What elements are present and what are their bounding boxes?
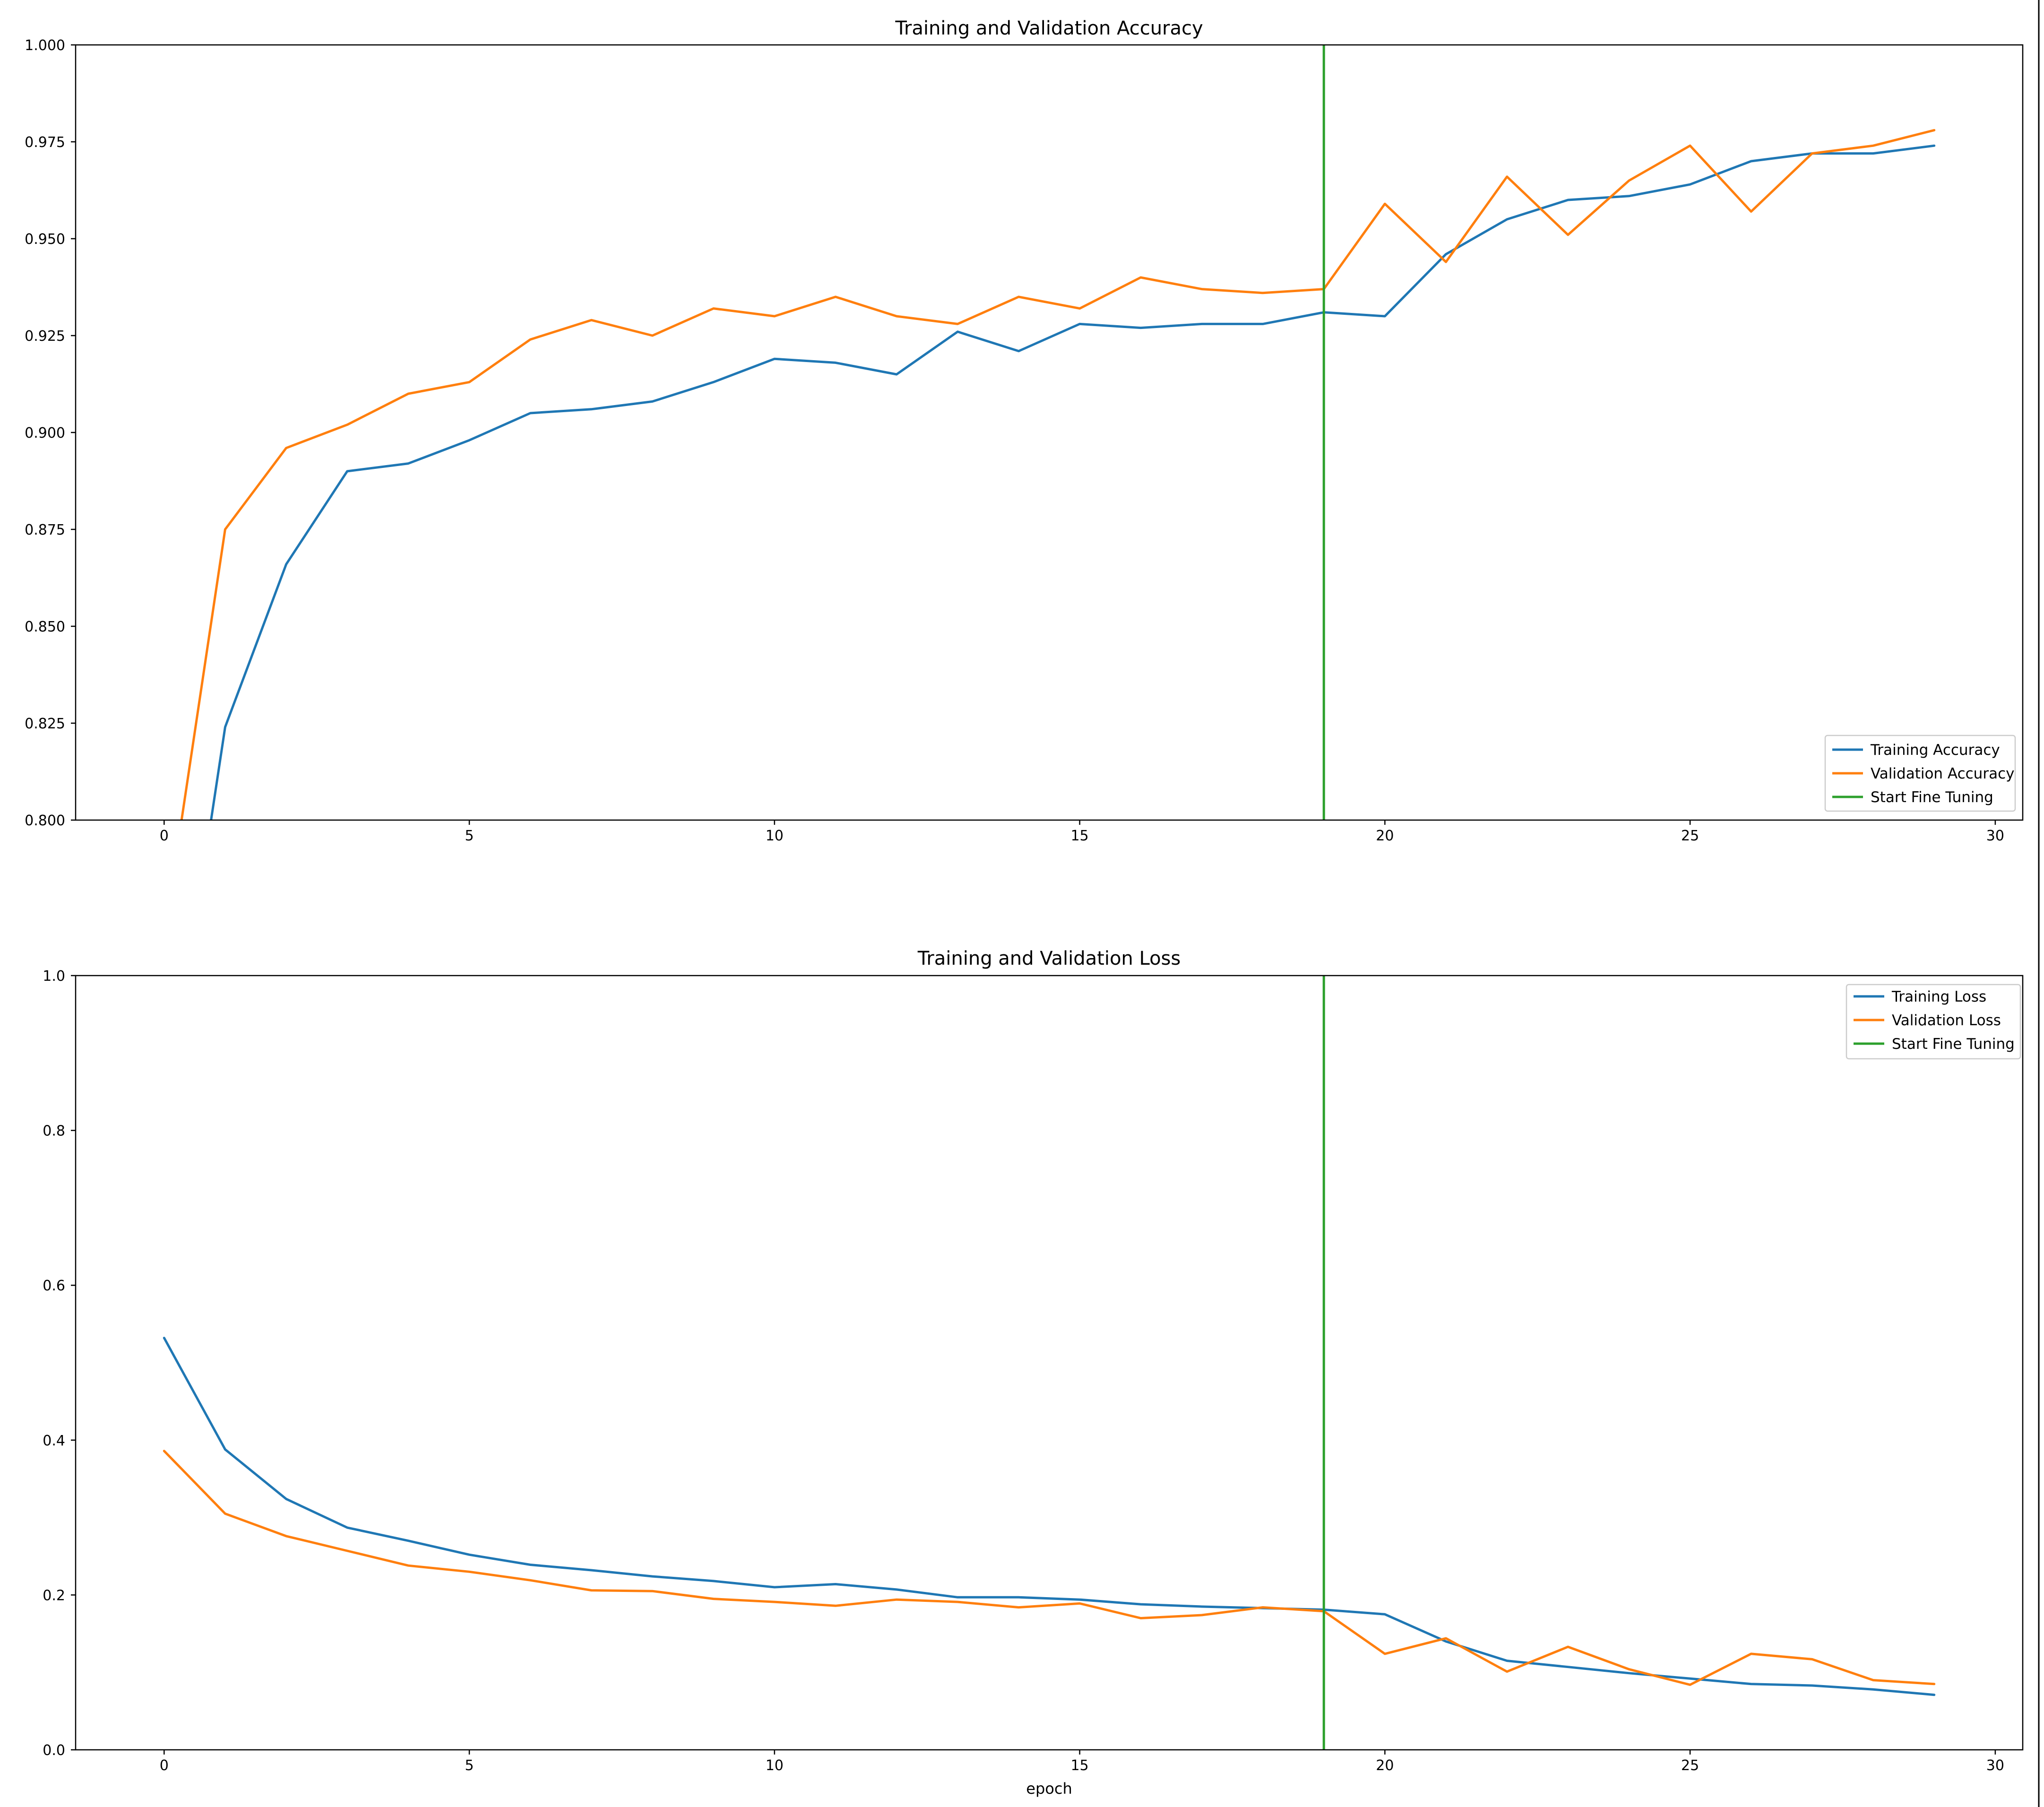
x-tick-label: 30 bbox=[1986, 1757, 2004, 1774]
y-tick-label: 0.900 bbox=[25, 425, 65, 441]
x-tick-label: 10 bbox=[766, 828, 784, 844]
y-tick-label: 1.0 bbox=[43, 968, 65, 985]
x-tick-label: 15 bbox=[1070, 1757, 1088, 1774]
x-axis-label: epoch bbox=[1026, 1780, 1072, 1798]
x-tick-label: 0 bbox=[160, 828, 169, 844]
plot-frame bbox=[75, 44, 2024, 821]
accuracy-chart: Training and Validation Accuracy 0 5 10 15 2… bbox=[25, 17, 2024, 844]
x-tick-label: 5 bbox=[465, 1757, 474, 1774]
y-tick-label: 0.2 bbox=[43, 1587, 65, 1604]
y-tick-label: 0.950 bbox=[25, 231, 65, 248]
y-tick-label: 0.4 bbox=[43, 1433, 65, 1449]
x-tick-label: 15 bbox=[1070, 828, 1088, 844]
plot-lines bbox=[163, 976, 1936, 1750]
legend-label-validation-accuracy: Validation Accuracy bbox=[1871, 765, 2014, 782]
chart-title: Training and Validation Accuracy bbox=[895, 17, 1203, 39]
y-tick-label: 0.825 bbox=[25, 716, 65, 732]
x-tick-label: 10 bbox=[766, 1757, 784, 1774]
x-tick-label: 5 bbox=[465, 828, 474, 844]
plot-frame bbox=[75, 975, 2024, 1751]
y-tick-label: 0.0 bbox=[43, 1742, 65, 1759]
chart-title: Training and Validation Loss bbox=[917, 948, 1181, 969]
legend-label-start-fine-tuning: Start Fine Tuning bbox=[1892, 1036, 2015, 1053]
x-tick-label: 20 bbox=[1376, 1757, 1394, 1774]
x-tick-label: 20 bbox=[1376, 828, 1394, 844]
legend-box bbox=[1824, 735, 2016, 812]
x-tick-label: 25 bbox=[1681, 828, 1699, 844]
y-tick-label: 0.6 bbox=[43, 1278, 65, 1294]
x-axis-ticks: 0 5 10 15 20 25 30 bbox=[160, 820, 2004, 844]
y-axis-ticks: 0.0 0.2 0.4 0.6 0.8 1.0 bbox=[43, 968, 76, 1759]
validation-accuracy-line bbox=[180, 129, 1936, 820]
legend: Training Accuracy Validation Accuracy St… bbox=[1824, 735, 2016, 812]
y-tick-label: 0.975 bbox=[25, 134, 65, 151]
x-tick-label: 25 bbox=[1681, 1757, 1699, 1774]
training-accuracy-line bbox=[210, 144, 1936, 820]
training-loss-line bbox=[163, 1337, 1936, 1696]
legend-label-training-accuracy: Training Accuracy bbox=[1870, 742, 2000, 759]
y-tick-label: 0.800 bbox=[25, 813, 65, 829]
y-tick-label: 0.925 bbox=[25, 328, 65, 345]
plot-lines bbox=[180, 45, 1936, 820]
y-tick-label: 0.850 bbox=[25, 619, 65, 635]
x-tick-label: 30 bbox=[1986, 828, 2004, 844]
legend-label-validation-loss: Validation Loss bbox=[1892, 1012, 2001, 1029]
x-axis-ticks: 0 5 10 15 20 25 30 bbox=[160, 1750, 2004, 1774]
y-axis-ticks: 0.800 0.825 0.850 0.875 0.900 0.925 0.950 0.975… bbox=[25, 37, 76, 829]
validation-loss-line bbox=[163, 1450, 1936, 1686]
legend-label-training-loss: Training Loss bbox=[1891, 988, 1986, 1005]
y-tick-label: 1.000 bbox=[25, 37, 65, 54]
y-tick-label: 0.875 bbox=[25, 522, 65, 538]
x-tick-label: 0 bbox=[160, 1757, 169, 1774]
y-tick-label: 0.8 bbox=[43, 1123, 65, 1140]
legend-box bbox=[1846, 984, 2021, 1060]
legend: Training Loss Validation Loss Start Fine… bbox=[1846, 984, 2021, 1060]
loss-chart: Training and Validation Loss 0 5 10 15 20 25 3… bbox=[43, 948, 2024, 1798]
legend-label-start-fine-tuning: Start Fine Tuning bbox=[1871, 789, 1993, 806]
